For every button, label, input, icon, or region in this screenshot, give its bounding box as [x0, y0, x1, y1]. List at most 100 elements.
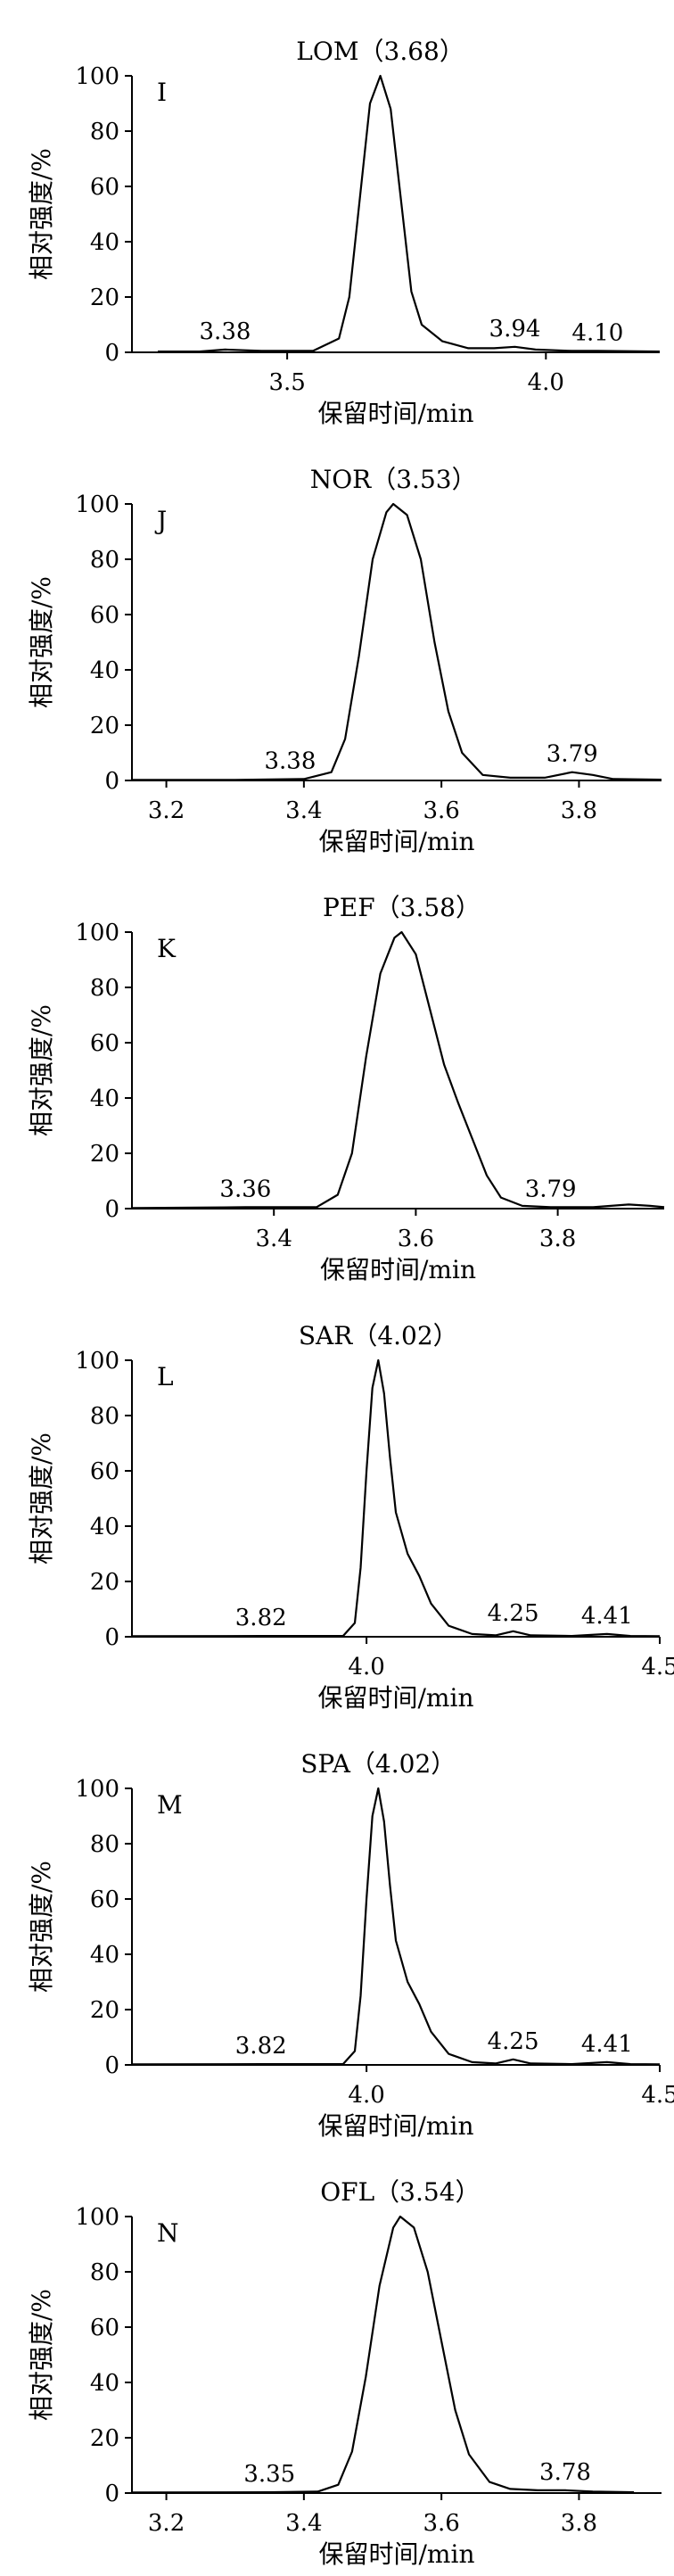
- chart-n-y-tick-label: 20: [90, 2425, 119, 2452]
- chart-m-peak-label: 4.41: [581, 2031, 633, 2058]
- chart-l-x-tick-label: 4.5: [641, 1654, 674, 1680]
- chart-m-series-line: [131, 1787, 661, 2066]
- chart-j-title: NOR（3.53）: [310, 465, 477, 494]
- chart-l-peak-label: 4.41: [581, 1603, 633, 1630]
- chart-i-peak-label: 3.94: [489, 316, 541, 343]
- chart-l-peak-label: 3.82: [235, 1605, 287, 1631]
- chart-m-y-tick-label: 60: [90, 1887, 119, 1913]
- chart-j-x-tick-label: 3.8: [561, 797, 597, 824]
- chart-panel-n: 0 20 40 60 80 100 3.2 3.4 3.6 3.8 3.35 3.78 N OFL（3.5…: [0, 2141, 674, 2572]
- chart-n-peak-label: 3.35: [243, 2461, 295, 2488]
- chart-k-peak-label: 3.79: [525, 1176, 577, 1202]
- chart-m-x-tick-label: 4.0: [348, 2082, 384, 2109]
- chart-k-x-tick-label: 3.8: [539, 1226, 576, 1252]
- chart-l-peak-label: 4.25: [488, 1600, 539, 1627]
- chart-i-x-tick-label: 4.0: [528, 369, 564, 396]
- chart-k-x-tick-label: 3.6: [398, 1226, 434, 1252]
- chart-panel-m: 0 20 40 60 80 100 4.0 4.5 3.82 4.25 4.41 M SPA（4.02）…: [0, 1713, 674, 2141]
- chart-j-peak-label: 3.38: [264, 747, 316, 774]
- chart-k-y-tick-label: 20: [90, 1141, 119, 1168]
- chart-i-panel-letter: I: [157, 78, 167, 107]
- chart-l-y-axis-title: 相对强度/%: [27, 1432, 56, 1565]
- chart-i-y-tick-label: 20: [90, 285, 119, 311]
- chart-l-y-tick-label: 0: [104, 1624, 119, 1651]
- chart-i-y-tick-label: 60: [90, 174, 119, 201]
- chart-i-y-tick-label: 40: [90, 229, 119, 256]
- chart-n-y-tick-label: 100: [75, 2204, 119, 2231]
- chart-k-y-tick-label: 60: [90, 1030, 119, 1057]
- chart-n-x-tick-label: 3.6: [423, 2510, 459, 2537]
- chart-j-panel-letter: J: [154, 506, 167, 535]
- chart-svg-m: 0 20 40 60 80 100 4.0 4.5 3.82 4.25 4.41 M SPA（4.02）…: [27, 1749, 674, 2141]
- chart-k-title: PEF（3.58）: [323, 893, 481, 922]
- chart-k-peak-label: 3.36: [219, 1176, 271, 1202]
- chart-l-x-axis-title: 保留时间/min: [318, 1683, 474, 1713]
- chart-n-x-tick-label: 3.8: [561, 2510, 597, 2537]
- chart-j-x-tick-label: 3.6: [423, 797, 459, 824]
- chart-i-y-tick-label: 80: [90, 119, 119, 145]
- chart-m-x-tick-label: 4.5: [641, 2082, 674, 2109]
- chart-j-y-tick-label: 100: [75, 491, 119, 518]
- chart-n-title: OFL（3.54）: [320, 2177, 480, 2207]
- chart-panel-j: 0 20 40 60 80 100 3.2 3.4 3.6 3.8 3.38 3.79 J NOR（3.5…: [0, 428, 674, 856]
- chart-l-x-tick-label: 4.0: [348, 1654, 384, 1680]
- chart-k-y-tick-label: 0: [104, 1196, 119, 1223]
- chart-m-peak-label: 3.82: [235, 2033, 287, 2060]
- chart-m-y-axis-title: 相对强度/%: [27, 1861, 56, 1993]
- chart-panel-i: 0 20 40 60 80 100 3.5 4.0 3.38 3.94 4.10 I LOM（3.68）…: [0, 0, 674, 428]
- chart-m-y-tick-label: 40: [90, 1942, 119, 1969]
- chart-m-x-axis-title: 保留时间/min: [318, 2111, 474, 2141]
- chart-k-y-axis-title: 相对强度/%: [27, 1004, 56, 1136]
- chart-i-y-axis-title: 相对强度/%: [27, 148, 56, 280]
- chart-l-y-tick-label: 20: [90, 1569, 119, 1596]
- chart-j-x-axis-title: 保留时间/min: [319, 827, 475, 856]
- chart-i-x-tick-label: 3.5: [268, 369, 305, 396]
- chart-i-y-tick-label: 0: [104, 340, 119, 367]
- chart-j-x-tick-label: 3.2: [148, 797, 185, 824]
- chart-svg-k: 0 20 40 60 80 100 3.4 3.6 3.8 3.36 3.79 K PEF（3.58） 保…: [27, 893, 665, 1284]
- chart-k-x-axis-title: 保留时间/min: [320, 1255, 476, 1284]
- chart-l-y-tick-label: 60: [90, 1458, 119, 1485]
- chart-i-title: LOM（3.68）: [296, 37, 464, 66]
- chart-m-y-tick-label: 80: [90, 1831, 119, 1858]
- chart-j-y-tick-label: 20: [90, 713, 119, 739]
- chart-m-y-tick-label: 20: [90, 1997, 119, 2024]
- chart-j-y-tick-label: 40: [90, 657, 119, 684]
- chart-n-series-line: [131, 2215, 635, 2494]
- chart-n-y-axis-title: 相对强度/%: [27, 2289, 56, 2421]
- chart-k-series-line: [131, 930, 665, 1210]
- chart-k-x-tick-label: 3.4: [256, 1226, 292, 1252]
- chart-svg-l: 0 20 40 60 80 100 4.0 4.5 3.82 4.25 4.41 L SAR（4.02）…: [27, 1321, 674, 1713]
- chart-i-peak-label: 3.38: [200, 318, 251, 345]
- chart-n-panel-letter: N: [157, 2218, 179, 2248]
- chart-n-x-tick-label: 3.2: [148, 2510, 185, 2537]
- chart-k-panel-letter: K: [157, 934, 177, 963]
- chart-j-y-tick-label: 0: [104, 768, 119, 795]
- chart-j-y-tick-label: 80: [90, 547, 119, 574]
- chart-l-series-line: [131, 1358, 661, 1638]
- chart-l-title: SAR（4.02）: [299, 1321, 458, 1350]
- chart-n-y-tick-label: 80: [90, 2259, 119, 2286]
- chart-k-y-tick-label: 40: [90, 1086, 119, 1112]
- chart-m-panel-letter: M: [157, 1790, 183, 1820]
- chart-panel-k: 0 20 40 60 80 100 3.4 3.6 3.8 3.36 3.79 K PEF（3.58） 保…: [0, 856, 674, 1284]
- chart-m-y-tick-label: 0: [104, 2052, 119, 2079]
- chart-l-panel-letter: L: [157, 1362, 174, 1391]
- chart-i-series-line: [158, 74, 661, 353]
- chart-j-peak-label: 3.79: [547, 741, 598, 768]
- chart-n-y-tick-label: 60: [90, 2315, 119, 2341]
- chart-j-series-line: [132, 502, 662, 781]
- chart-j-y-axis-title: 相对强度/%: [27, 576, 56, 708]
- chart-i-y-tick-label: 100: [75, 63, 119, 90]
- chart-svg-n: 0 20 40 60 80 100 3.2 3.4 3.6 3.8 3.35 3.78 N OFL（3.5…: [27, 2177, 662, 2569]
- chart-n-y-tick-label: 40: [90, 2370, 119, 2397]
- chart-i-peak-label: 4.10: [571, 319, 623, 346]
- chart-panel-l: 0 20 40 60 80 100 4.0 4.5 3.82 4.25 4.41 L SAR（4.02）…: [0, 1284, 674, 1713]
- chart-m-peak-label: 4.25: [488, 2028, 539, 2055]
- chart-l-y-tick-label: 80: [90, 1403, 119, 1430]
- chart-k-y-tick-label: 100: [75, 920, 119, 946]
- chart-n-x-axis-title: 保留时间/min: [319, 2539, 475, 2569]
- chart-l-y-tick-label: 40: [90, 1514, 119, 1540]
- chart-j-x-tick-label: 3.4: [285, 797, 322, 824]
